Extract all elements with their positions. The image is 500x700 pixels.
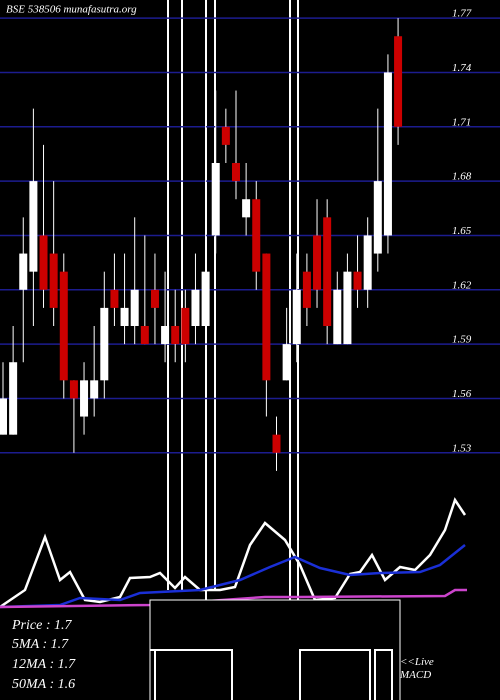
candle-body [343, 271, 352, 345]
candle-body [313, 235, 322, 290]
candle-body [0, 398, 7, 435]
candle-body [140, 326, 149, 345]
candle-body [333, 289, 342, 345]
candle-body [100, 307, 109, 381]
candle-body [9, 362, 18, 435]
candle-body [171, 326, 180, 345]
y-tick-label: 1.53 [452, 442, 472, 454]
y-tick-label: 1.65 [452, 225, 472, 237]
candle-body [19, 253, 28, 290]
candle-body [292, 289, 301, 345]
legend-item: 50MA : 1.6 [12, 677, 75, 692]
candle-body [69, 380, 78, 399]
candle-body [221, 126, 230, 145]
legend-item: Price : 1.7 [11, 618, 72, 633]
candle-body [302, 271, 311, 308]
candle-body [272, 434, 281, 453]
y-tick-label: 1.77 [452, 8, 472, 20]
candle-body [39, 235, 48, 290]
y-tick-label: 1.56 [452, 388, 472, 400]
candle-body [59, 271, 68, 381]
legend-item: 5MA : 1.7 [12, 637, 69, 652]
chart-title: BSE 538506 munafasutra.org [6, 4, 137, 16]
candle-body [150, 289, 159, 308]
candle-body [242, 199, 251, 218]
candle-body [394, 36, 403, 127]
candle-body [191, 289, 200, 326]
note-box: <<Live MACD [400, 656, 434, 681]
macd-bars [154, 649, 393, 700]
y-tick-label: 1.68 [452, 171, 472, 183]
candle-body [161, 326, 170, 345]
candle-body [49, 253, 58, 308]
candle-body [201, 271, 210, 326]
candle-body [373, 181, 382, 254]
candle-body [120, 307, 129, 326]
legend-item: 12MA : 1.7 [12, 657, 76, 672]
candle-body [181, 307, 190, 345]
candle-body [282, 344, 291, 381]
candle-body [252, 199, 261, 272]
indicator-line [0, 497, 467, 609]
indicator-line [0, 544, 466, 609]
candle-body [110, 289, 119, 308]
y-tick-label: 1.71 [452, 116, 471, 128]
candle-body [29, 181, 38, 272]
y-tick-label: 1.59 [452, 334, 472, 346]
y-tick-label: 1.74 [452, 62, 472, 74]
y-tick-label: 1.62 [452, 279, 472, 291]
candle-body [231, 163, 240, 182]
price-panel: 1.53 1.56 1.59 1.62 1.65 1.68 1.71 1.74 1.77 [0, 8, 500, 471]
candle-body [383, 72, 392, 236]
candle-body [130, 289, 139, 326]
candle-body [363, 235, 372, 290]
candle-body [353, 271, 362, 290]
candle-body [323, 217, 332, 326]
candle-body [211, 163, 220, 236]
candle-body [262, 253, 271, 381]
live-macd-note: <<Live MACD [400, 656, 434, 681]
candle-body [90, 380, 99, 399]
candle-body [80, 380, 89, 417]
